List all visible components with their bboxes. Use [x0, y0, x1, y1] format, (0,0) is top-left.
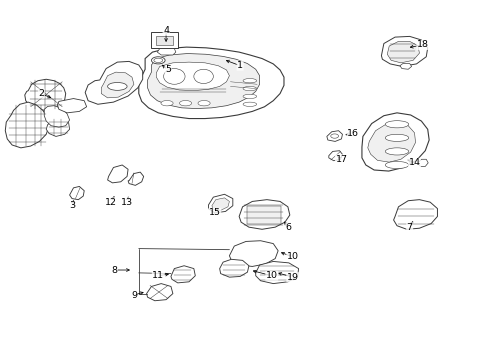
Polygon shape	[329, 151, 343, 161]
Polygon shape	[46, 118, 70, 136]
Polygon shape	[108, 165, 128, 183]
Text: 9: 9	[131, 291, 137, 300]
Ellipse shape	[198, 100, 210, 106]
Polygon shape	[393, 200, 438, 229]
Polygon shape	[147, 54, 260, 109]
Ellipse shape	[331, 134, 339, 138]
Polygon shape	[229, 241, 278, 266]
Circle shape	[164, 68, 185, 84]
Polygon shape	[362, 113, 429, 171]
Bar	[247, 206, 281, 224]
Polygon shape	[147, 284, 173, 301]
Polygon shape	[70, 186, 84, 200]
Polygon shape	[212, 198, 229, 210]
Polygon shape	[400, 64, 412, 69]
Ellipse shape	[385, 134, 409, 141]
Polygon shape	[239, 200, 290, 229]
Ellipse shape	[108, 82, 127, 90]
Text: 4: 4	[163, 26, 169, 35]
Polygon shape	[156, 62, 229, 91]
Text: 12: 12	[105, 198, 117, 207]
Polygon shape	[208, 194, 233, 213]
Polygon shape	[381, 36, 428, 66]
Ellipse shape	[154, 58, 163, 63]
Text: 10: 10	[287, 252, 299, 261]
Polygon shape	[101, 72, 134, 98]
Ellipse shape	[385, 121, 409, 128]
Polygon shape	[387, 41, 419, 63]
Text: 6: 6	[286, 222, 292, 231]
Ellipse shape	[385, 161, 409, 168]
Ellipse shape	[243, 86, 257, 91]
Ellipse shape	[161, 100, 173, 106]
Polygon shape	[368, 123, 416, 162]
Ellipse shape	[385, 148, 409, 155]
Polygon shape	[256, 261, 298, 284]
Polygon shape	[85, 62, 143, 104]
Bar	[156, 36, 173, 45]
Polygon shape	[327, 131, 343, 141]
Polygon shape	[25, 79, 66, 111]
Text: 15: 15	[209, 208, 221, 217]
Ellipse shape	[243, 78, 257, 83]
Text: 17: 17	[336, 155, 347, 164]
Text: 2: 2	[38, 89, 44, 98]
Ellipse shape	[243, 94, 257, 99]
Text: 8: 8	[111, 266, 118, 275]
Polygon shape	[128, 172, 144, 185]
Ellipse shape	[243, 102, 257, 107]
Polygon shape	[57, 99, 87, 113]
Text: 13: 13	[121, 198, 133, 207]
Polygon shape	[5, 102, 49, 148]
Polygon shape	[418, 159, 428, 166]
Text: 5: 5	[165, 66, 171, 75]
Text: 3: 3	[69, 201, 75, 210]
Polygon shape	[220, 259, 249, 277]
Polygon shape	[171, 266, 196, 283]
Polygon shape	[139, 47, 284, 118]
Bar	[151, 32, 178, 48]
Polygon shape	[44, 106, 70, 127]
Text: 1: 1	[237, 61, 243, 70]
Text: 14: 14	[409, 158, 420, 167]
Text: 18: 18	[417, 40, 429, 49]
Polygon shape	[157, 49, 176, 55]
Text: 16: 16	[347, 129, 359, 138]
Text: 10: 10	[266, 271, 278, 280]
Circle shape	[194, 69, 213, 84]
Ellipse shape	[179, 100, 192, 106]
Text: 19: 19	[287, 273, 299, 282]
Text: 11: 11	[152, 271, 164, 280]
Ellipse shape	[151, 57, 165, 64]
Text: 7: 7	[407, 222, 413, 231]
